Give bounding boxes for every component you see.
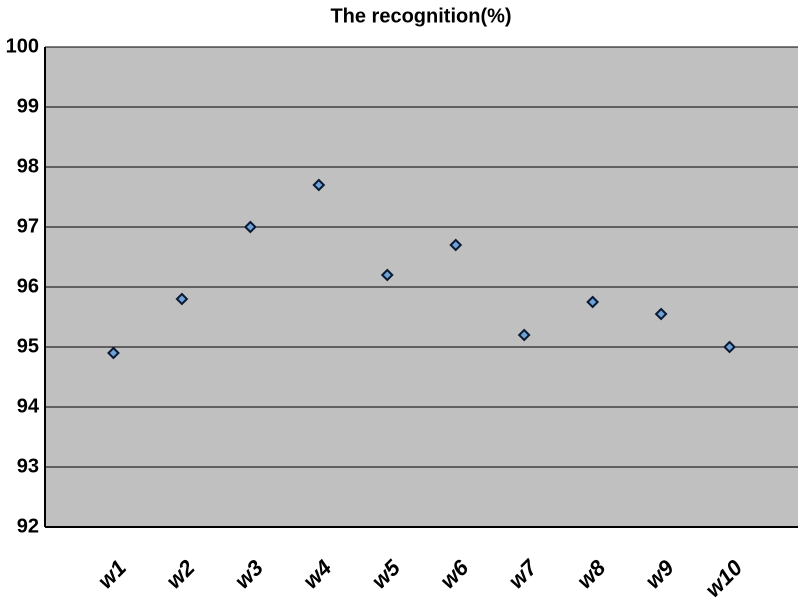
y-tick-label: 93 — [17, 455, 39, 477]
x-tick-label: w5 — [366, 554, 405, 593]
x-tick-label: w4 — [298, 555, 336, 593]
y-tick-label: 92 — [17, 515, 39, 537]
x-tick-label: w6 — [435, 554, 474, 593]
x-tick-label: w10 — [700, 554, 748, 600]
y-tick-label: 97 — [17, 215, 39, 237]
marker — [312, 178, 326, 192]
marker — [175, 292, 189, 306]
x-tick-label: w2 — [161, 554, 200, 593]
marker — [380, 268, 394, 282]
x-tick-label: w3 — [230, 555, 268, 593]
y-tick-label: 96 — [17, 275, 39, 297]
y-tick-label: 95 — [17, 335, 39, 357]
x-tick-label: w7 — [503, 554, 543, 594]
x-tick-label: w9 — [640, 554, 679, 593]
marker — [243, 220, 257, 234]
marker — [449, 238, 463, 252]
y-tick-label: 94 — [17, 395, 40, 417]
marker — [107, 346, 120, 360]
chart-title: The recognition(%) — [330, 5, 511, 27]
marker — [517, 328, 531, 342]
y-tick-label: 98 — [17, 155, 39, 177]
x-tick-label: w8 — [572, 554, 611, 593]
y-tick-label: 100 — [6, 35, 39, 57]
x-tick-label: w1 — [93, 555, 131, 593]
marker — [723, 340, 736, 354]
y-tick-label: 99 — [17, 95, 39, 117]
marker — [586, 295, 600, 309]
marker — [654, 307, 668, 321]
